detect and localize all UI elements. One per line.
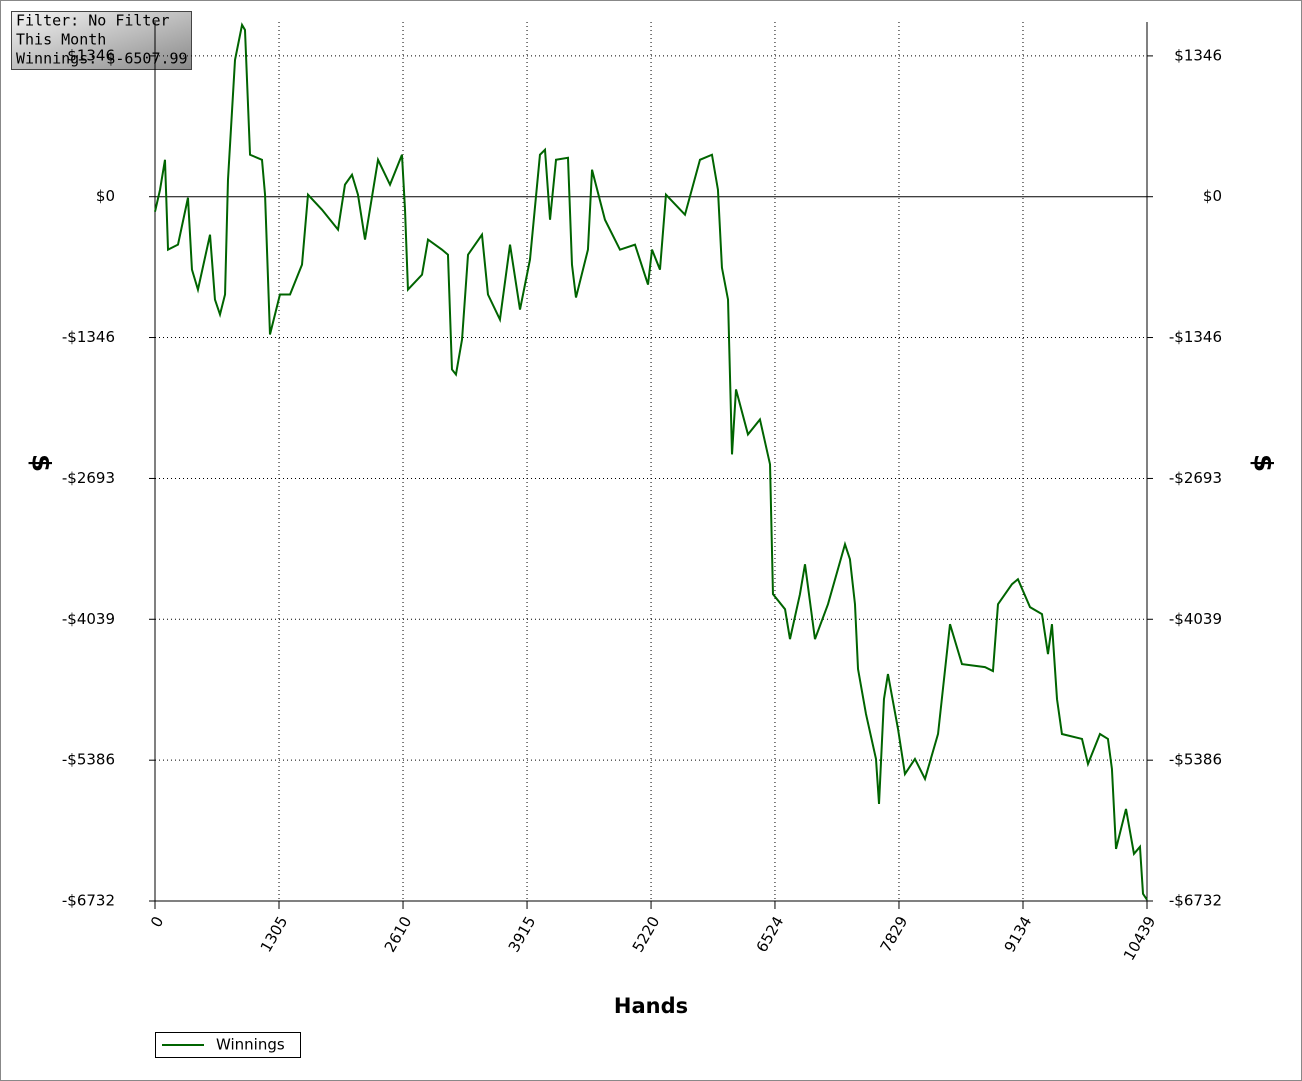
y-tick-label-right: -$5386	[1169, 751, 1222, 769]
y-tick-label: -$6732	[62, 892, 115, 910]
y-tick-label: -$5386	[62, 751, 115, 769]
x-axis-title: Hands	[614, 994, 688, 1018]
info-line: This Month	[16, 31, 106, 49]
y-axis-title-right: $	[1248, 454, 1278, 472]
y-tick-label: $1346	[67, 46, 115, 64]
y-tick-label-right: -$1346	[1169, 328, 1222, 346]
y-tick-label-right: -$6732	[1169, 892, 1222, 910]
y-tick-label: -$1346	[62, 328, 115, 346]
info-box	[11, 11, 192, 70]
winnings-line	[154, 22, 1148, 901]
info-line: Filter: No Filter	[16, 12, 170, 30]
y-tick-label: $0	[96, 187, 115, 205]
info-line: Winnings: $-6507.99	[16, 50, 188, 68]
y-tick-label: -$2693	[62, 469, 115, 487]
y-tick-label: -$4039	[62, 610, 115, 628]
y-axis-title: $	[26, 454, 56, 472]
legend-label: Winnings	[216, 1036, 285, 1054]
y-tick-label-right: -$4039	[1169, 610, 1222, 628]
y-tick-label-right: -$2693	[1169, 469, 1222, 487]
y-tick-label-right: $0	[1203, 187, 1222, 205]
y-tick-label-right: $1346	[1174, 46, 1222, 64]
